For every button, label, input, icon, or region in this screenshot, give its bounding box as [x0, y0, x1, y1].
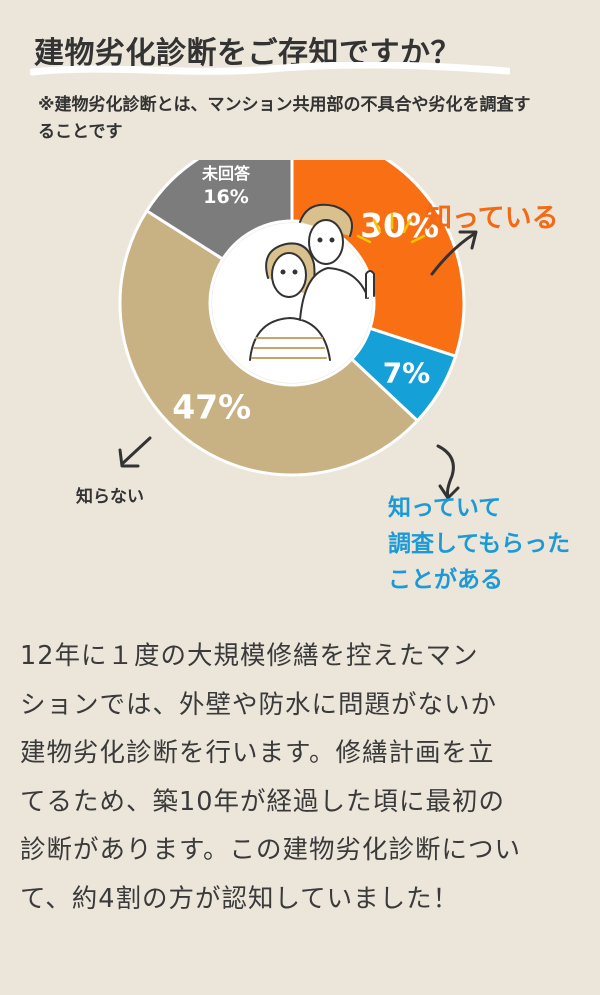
- title-underline: [30, 62, 510, 76]
- body-line: 診断があります。この建物劣化診断につい: [20, 835, 521, 865]
- slice-value-label: 47%: [172, 388, 251, 427]
- legend-checked: 知っていて 調査してもらった ことがある: [388, 490, 570, 598]
- definition-note: ※建物劣化診断とは、マンション共用部の不具合や劣化を調査することです: [38, 95, 531, 142]
- body-line: てるため、築10年が経過した頃に最初の: [20, 786, 505, 817]
- slice-value-label: 7%: [383, 357, 431, 390]
- slice-no-answer-label: 未回答: [201, 164, 251, 183]
- legend-unknown: 知らない: [76, 487, 144, 507]
- callout-arrows: [118, 230, 478, 500]
- donut-slice: [118, 208, 420, 477]
- slice-no-answer-value: 16%: [203, 186, 248, 208]
- legend-checked-line: 知っていて: [388, 495, 502, 521]
- donut-chart: 30% 7% 47% 未回答 16% 知っている 知らない 知っていて 調査してもらった…: [0, 129, 600, 610]
- slice-value-label: 30%: [360, 206, 439, 245]
- body-line: ションでは、外壁や防水に問題がないか: [20, 689, 498, 720]
- sparkle-icon: [356, 212, 426, 244]
- body-paragraph: 12年に１度の大規模修繕を控えたマン ションでは、外壁や防水に問題がないか 建物…: [20, 632, 585, 923]
- legend-know: 知っている: [425, 203, 559, 234]
- body-line: 12年に１度の大規模修繕を控えたマン: [20, 641, 479, 671]
- body-line: 建物劣化診断を行います。修繕計画を立: [20, 738, 495, 768]
- body-line: て、約4割の方が認知していました！: [20, 883, 460, 914]
- legend-checked-line: ことがある: [388, 567, 503, 593]
- couple-illustration: [249, 203, 375, 361]
- legend-checked-line: 調査してもらった: [388, 531, 571, 557]
